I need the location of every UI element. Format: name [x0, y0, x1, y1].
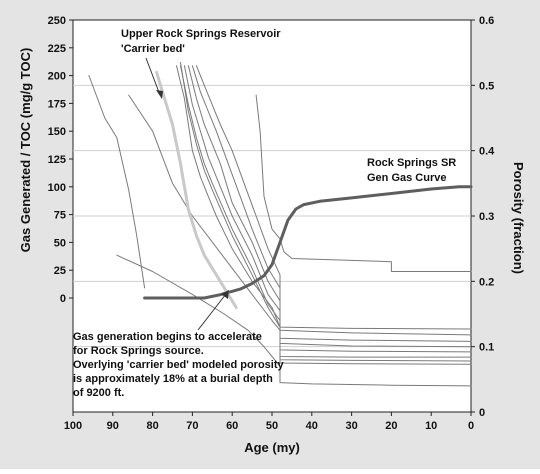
y-right-tick-label: 0.1 — [479, 342, 494, 354]
y-right-tick-label: 0.5 — [479, 80, 494, 92]
x-tick-label: 80 — [146, 420, 158, 432]
y-axis-right: 0 0.1 0.2 0.3 0.4 0.5 0.6 — [471, 15, 495, 419]
series-layer — [88, 62, 473, 387]
y-right-tick-label: 0.2 — [479, 276, 494, 288]
x-tick-label: 40 — [306, 420, 318, 432]
x-axis-label: Age (my) — [244, 440, 300, 455]
porosity-curve — [116, 254, 472, 387]
y-left-tick-label: 200 — [48, 71, 66, 83]
porosity-curve — [176, 65, 472, 330]
annotation-note-pointer — [197, 293, 227, 331]
porosity-curve — [191, 65, 472, 362]
annotation-carrier-bed-arrowhead — [156, 90, 163, 99]
y-left-tick-label: 75 — [54, 210, 66, 222]
annotation-carrier-bed-pointer — [145, 57, 161, 96]
y-right-tick-label: 0.4 — [479, 146, 495, 158]
annotation-note-line5: of 9200 ft. — [73, 387, 124, 399]
porosity-curve — [180, 65, 472, 348]
y-left-tick-label: 225 — [48, 43, 66, 55]
x-tick-label: 100 — [64, 420, 82, 432]
x-axis: 100 90 80 70 60 50 40 30 20 10 0 — [64, 412, 474, 432]
porosity-curve — [255, 94, 472, 272]
x-tick-label: 10 — [425, 420, 437, 432]
y-right-tick-label: 0.6 — [479, 15, 494, 27]
y-right-tick-label: 0 — [479, 407, 485, 419]
y-axis-left: 0 25 50 75 100 125 150 175 200 225 250 — [48, 15, 73, 305]
y-left-tick-label: 0 — [60, 293, 66, 305]
y-left-tick-label: 125 — [48, 154, 66, 166]
annotation-gen-curve-line2: Gen Gas Curve — [367, 172, 446, 184]
annotation-carrier-bed-line2: 'Carrier bed' — [121, 43, 185, 55]
x-tick-label: 30 — [345, 420, 357, 432]
series-line — [155, 70, 238, 309]
annotation-note-line3: Overlying 'carrier bed' modeled porosity — [73, 359, 285, 371]
porosity-curve — [195, 65, 472, 365]
annotation-gen-curve-line1: Rock Springs SR — [367, 157, 456, 169]
annotation-note-line2: for Rock Springs source. — [73, 345, 204, 357]
y-left-tick-label: 250 — [48, 15, 66, 27]
porosity-curve — [88, 75, 146, 289]
x-tick-label: 50 — [266, 420, 278, 432]
porosity-curve — [180, 62, 472, 342]
series-line — [143, 185, 473, 300]
x-tick-label: 20 — [385, 420, 397, 432]
x-tick-label: 70 — [186, 420, 198, 432]
porosity-curve — [187, 65, 472, 358]
annotation-note-arrowhead — [221, 290, 229, 299]
x-tick-label: 0 — [468, 420, 474, 432]
annotation-note-line4: is approximately 18% at a burial depth — [73, 373, 273, 385]
y-right-tick-label: 0.3 — [479, 211, 494, 223]
annotation-carrier-bed-line1: Upper Rock Springs Reservoir — [121, 28, 281, 40]
y-left-tick-label: 175 — [48, 98, 66, 110]
y-axis-right-label: Porosity (fraction) — [511, 162, 526, 274]
y-left-tick-label: 150 — [48, 126, 66, 138]
x-tick-label: 60 — [226, 420, 238, 432]
x-tick-label: 90 — [107, 420, 119, 432]
y-axis-left-label: Gas Generated / TOC (mg/g TOC) — [18, 48, 33, 253]
y-left-tick-label: 50 — [54, 237, 66, 249]
annotation-note-line1: Gas generation begins to accelerate — [73, 331, 262, 343]
y-left-tick-label: 25 — [54, 265, 66, 277]
y-left-tick-label: 100 — [48, 182, 66, 194]
porosity-curve — [128, 94, 472, 336]
porosity-curve — [183, 65, 472, 353]
